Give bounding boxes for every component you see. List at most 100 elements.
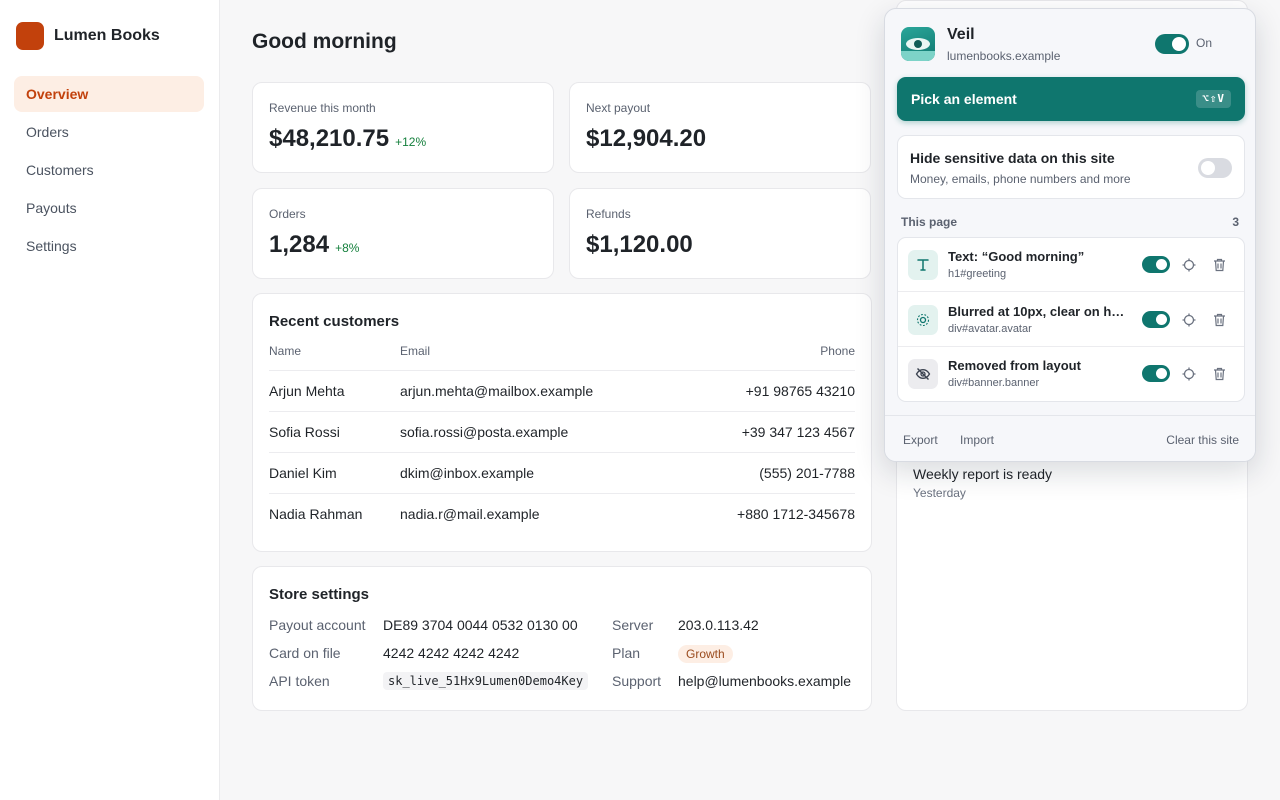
rule-count: 3 — [1232, 215, 1239, 229]
brand-logo — [16, 22, 44, 50]
veil-extension-popup: Veil lumenbooks.example On Pick an eleme… — [884, 8, 1256, 462]
customer-phone: +91 98765 43210 — [682, 370, 855, 412]
sidebar-item-settings[interactable]: Settings — [26, 238, 77, 254]
pick-element-label: Pick an element — [911, 91, 1017, 107]
customer-phone: +880 1712-345678 — [737, 505, 855, 522]
export-button[interactable]: Export — [903, 433, 938, 447]
trash-icon[interactable] — [1210, 365, 1228, 383]
stat-delta: +8% — [335, 241, 360, 255]
setting-value-support: help@lumenbooks.example — [678, 673, 851, 689]
rule-toggle[interactable] — [1142, 256, 1170, 273]
table-header-row: Name Email Phone — [269, 344, 855, 371]
column-header-name: Name — [269, 344, 400, 371]
setting-value-card: 4242 4242 4242 4242 — [383, 645, 520, 661]
extension-name: Veil — [947, 26, 975, 43]
keyboard-shortcut-badge: ⌥⇧V — [1196, 90, 1231, 108]
rule-title: Removed from layout — [948, 358, 1081, 373]
brand-name: Lumen Books — [54, 27, 160, 44]
setting-label: Support — [612, 673, 662, 689]
extension-domain: lumenbooks.example — [947, 49, 1061, 63]
table-row[interactable]: Nadia Rahman nadia.r@mail.example +880 1… — [269, 493, 855, 534]
setting-label: Card on file — [269, 645, 341, 661]
trash-icon[interactable] — [1210, 311, 1228, 329]
stat-amount: $48,210.75 — [269, 125, 390, 152]
setting-label: Server — [612, 617, 654, 633]
clear-site-button[interactable]: Clear this site — [1166, 433, 1239, 447]
rule-toggle[interactable] — [1142, 311, 1170, 328]
popup-footer: Export Import Clear this site — [885, 415, 1255, 461]
stat-label: Next payout — [586, 101, 651, 115]
customer-name: Nadia Rahman — [269, 505, 363, 522]
customer-name: Daniel Kim — [269, 452, 400, 494]
blur-icon — [908, 305, 938, 335]
customer-phone: (555) 201-7788 — [682, 452, 855, 494]
eye-off-icon — [908, 359, 938, 389]
import-button[interactable]: Import — [960, 433, 995, 447]
sidebar-nav: Overview Orders Customers Payouts Settin… — [14, 76, 204, 266]
list-item[interactable]: Blurred at 10px, clear on hover div#avat… — [898, 293, 1244, 347]
stat-amount: 1,284 — [269, 231, 330, 258]
sidebar-item-customers[interactable]: Customers — [26, 162, 94, 178]
locate-icon[interactable] — [1180, 311, 1198, 329]
stat-amount: $12,904.20 — [586, 125, 707, 152]
column-header-email: Email — [400, 344, 683, 371]
brand[interactable]: Lumen Books — [16, 22, 160, 50]
hide-sensitive-toggle[interactable] — [1198, 158, 1232, 178]
plan-badge: Growth — [678, 645, 733, 663]
stat-delta: +12% — [395, 135, 427, 149]
column-header-phone: Phone — [682, 344, 855, 371]
stat-card-revenue: Revenue this month $48,210.75 +12% — [252, 82, 554, 173]
table-row[interactable]: Sofia Rossi sofia.rossi@posta.example +3… — [269, 411, 855, 453]
store-settings-card: Store settings Payout account DE89 3704 … — [252, 566, 872, 711]
rule-toggle[interactable] — [1142, 365, 1170, 382]
stat-card-refunds: Refunds $1,120.00 — [569, 188, 871, 279]
hide-sensitive-subtitle: Money, emails, phone numbers and more — [910, 172, 1131, 186]
sidebar: Lumen Books Overview Orders Customers Pa… — [0, 0, 220, 800]
text-icon — [908, 250, 938, 280]
page-title: Good morning — [252, 30, 397, 53]
setting-label: Plan — [612, 645, 641, 661]
pick-element-button[interactable]: Pick an element ⌥⇧V — [897, 77, 1245, 121]
list-item[interactable]: Text: “Good morning” h1#greeting — [898, 238, 1244, 292]
section-title: Recent customers — [269, 313, 400, 330]
sidebar-item-payouts[interactable]: Payouts — [26, 200, 77, 216]
notification-time: Yesterday — [913, 486, 966, 500]
hide-sensitive-data-panel: Hide sensitive data on this site Money, … — [897, 135, 1245, 199]
sidebar-item-orders[interactable]: Orders — [26, 124, 69, 140]
locate-icon[interactable] — [1180, 365, 1198, 383]
table-row[interactable]: Daniel Kim dkim@inbox.example (555) 201-… — [269, 452, 855, 494]
customer-email: nadia.r@mail.example — [400, 505, 540, 522]
recent-customers-card: Recent customers Name Email Phone Arjun … — [252, 293, 872, 552]
setting-label: Payout account — [269, 617, 366, 633]
locate-icon[interactable] — [1180, 256, 1198, 274]
stat-card-orders: Orders 1,284 +8% — [252, 188, 554, 279]
veil-logo-icon — [901, 27, 935, 61]
extension-enabled-toggle[interactable] — [1155, 34, 1189, 54]
stat-label: Refunds — [586, 207, 631, 221]
stat-amount: $1,120.00 — [586, 231, 693, 258]
list-item[interactable]: Removed from layout div#banner.banner — [898, 347, 1244, 401]
customer-name: Sofia Rossi — [269, 411, 400, 453]
table-row[interactable]: Arjun Mehta arjun.mehta@mailbox.example … — [269, 370, 855, 412]
stat-label: Orders — [269, 207, 306, 221]
customer-phone: +39 347 123 4567 — [682, 411, 855, 453]
hide-sensitive-title: Hide sensitive data on this site — [910, 150, 1115, 166]
section-label-this-page: This page — [901, 215, 958, 229]
rule-selector: div#banner.banner — [948, 377, 1040, 389]
stat-label: Revenue this month — [269, 101, 376, 115]
setting-label: API token — [269, 673, 330, 689]
notification-text[interactable]: Weekly report is ready — [913, 466, 1053, 482]
setting-value-payout-account: DE89 3704 0044 0532 0130 00 — [383, 617, 578, 633]
stat-card-next-payout: Next payout $12,904.20 — [569, 82, 871, 173]
rule-title: Text: “Good morning” — [948, 249, 1085, 264]
rules-list: Text: “Good morning” h1#greeting Blurred… — [897, 237, 1245, 402]
setting-value-server: 203.0.113.42 — [678, 617, 759, 633]
customer-email: sofia.rossi@posta.example — [400, 411, 683, 453]
rule-title: Blurred at 10px, clear on hover — [948, 304, 1128, 319]
customer-email: arjun.mehta@mailbox.example — [400, 370, 683, 412]
setting-value-api-token: sk_live_51Hx9Lumen0Demo4Key — [383, 672, 589, 690]
trash-icon[interactable] — [1210, 256, 1228, 274]
customers-table: Name Email Phone Arjun Mehta arjun.mehta… — [269, 344, 855, 534]
sidebar-item-overview[interactable]: Overview — [14, 76, 204, 112]
stat-value: $48,210.75 +12% — [269, 125, 426, 153]
